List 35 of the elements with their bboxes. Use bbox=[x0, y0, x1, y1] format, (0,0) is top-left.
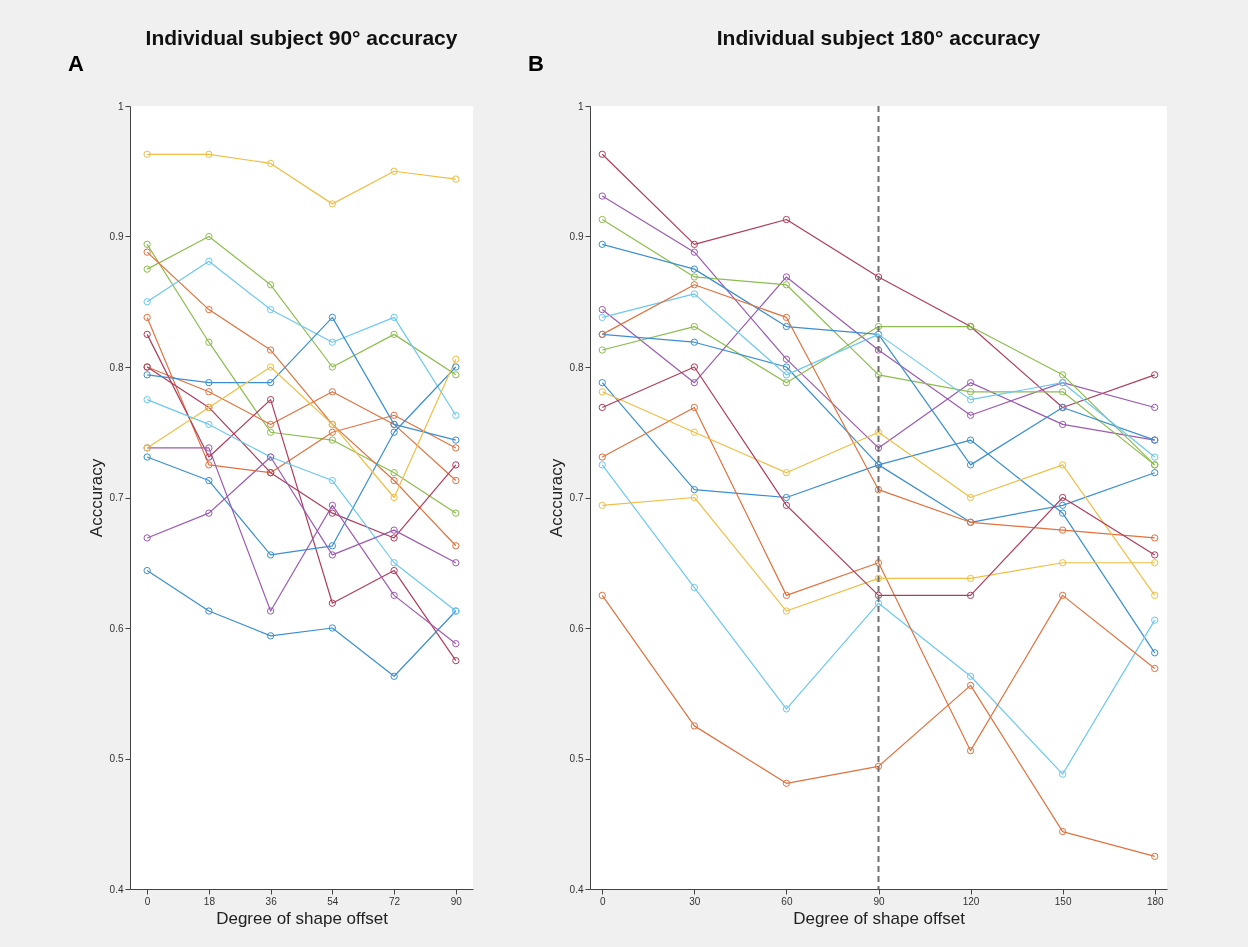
x-tick-label: 150 bbox=[1054, 895, 1072, 907]
y-tick-label: 0.5 bbox=[569, 753, 584, 764]
x-tick-label: 60 bbox=[781, 895, 793, 907]
x-tick-label: 18 bbox=[203, 895, 216, 907]
text: B bbox=[528, 51, 544, 76]
y-tick-label: 0.9 bbox=[569, 231, 584, 242]
chart-title: Individual subject 90° accuracy bbox=[145, 26, 458, 49]
x-tick-label: 72 bbox=[389, 895, 401, 907]
y-axis-title: Acccuracy bbox=[86, 458, 106, 538]
y-tick-label: 0.6 bbox=[109, 622, 124, 634]
y-tick-label: 1 bbox=[577, 100, 584, 112]
y-tick-label: 0.7 bbox=[569, 492, 584, 503]
x-tick-label: 120 bbox=[962, 895, 980, 907]
y-tick-label: 0.7 bbox=[109, 492, 124, 503]
y-tick-label: 0.5 bbox=[109, 753, 124, 764]
y-tick-label: 0.9 bbox=[109, 231, 124, 242]
x-tick-label: 180 bbox=[1146, 895, 1164, 907]
x-tick-label: 30 bbox=[689, 895, 701, 907]
x-tick-label: 0 bbox=[144, 895, 151, 907]
x-tick-label: 54 bbox=[327, 895, 339, 907]
y-axis-title: Acccuracy bbox=[546, 458, 566, 538]
text: A bbox=[68, 51, 84, 76]
chart-title: Individual subject 180° accuracy bbox=[716, 26, 1041, 49]
y-tick-label: 0.4 bbox=[569, 883, 584, 895]
y-tick-label: 0.8 bbox=[109, 361, 124, 373]
x-tick-label: 90 bbox=[873, 895, 885, 907]
y-tick-label: 0.6 bbox=[569, 622, 584, 634]
y-tick-label: 0.4 bbox=[109, 883, 124, 895]
y-tick-label: 1 bbox=[117, 100, 124, 112]
y-tick-label: 0.8 bbox=[569, 361, 584, 373]
x-axis-title: Degree of shape offset bbox=[793, 908, 966, 928]
x-tick-label: 90 bbox=[450, 895, 463, 907]
x-axis-title: Degree of shape offset bbox=[216, 908, 389, 928]
x-tick-label: 0 bbox=[600, 895, 606, 907]
x-tick-label: 36 bbox=[265, 895, 278, 907]
